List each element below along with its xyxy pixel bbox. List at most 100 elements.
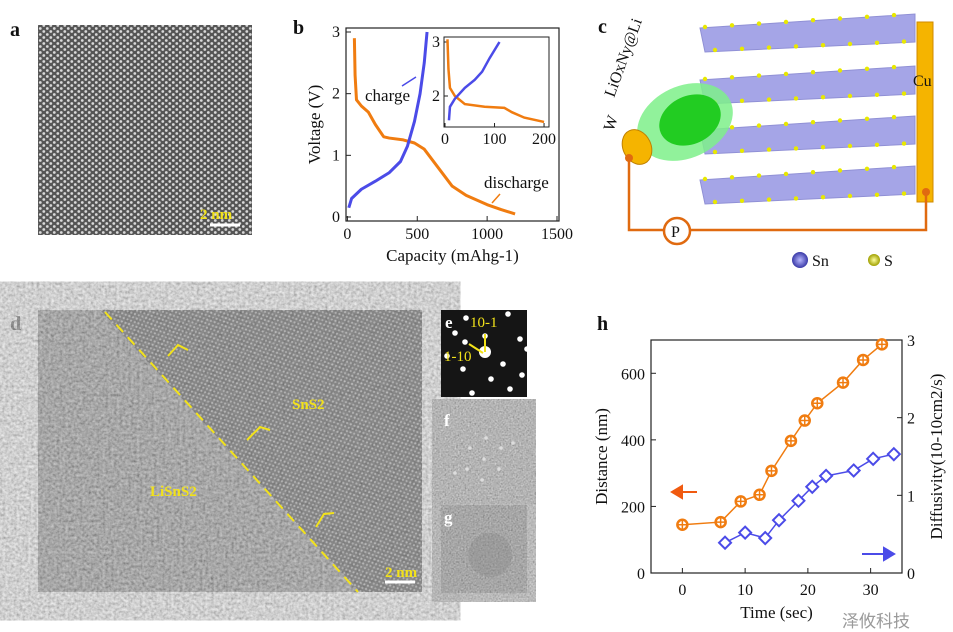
sns2-layer [699,165,916,205]
annotation-charge: charge [365,86,410,105]
sns2-layer [699,115,916,155]
scale-bar-label-a: 2 nm [200,207,233,223]
y2-tick-label-h: 1 [907,488,915,505]
s-atom [837,16,843,21]
s-atom [739,98,745,104]
panel-label-d: d [10,313,21,335]
x-tick-label-h: 0 [678,582,686,599]
diffusivity-point [804,479,820,495]
diffraction-e: e 10-1 1-10 [441,310,530,397]
inset-x-tick-label: 0 [441,131,449,148]
s-atom [739,198,745,203]
legend-s: S [884,253,893,270]
lioxny-label: LiOxNy@Li [602,16,646,100]
distance-line [682,343,883,526]
series-discharge [352,38,516,216]
panel-label-b: b [293,17,304,39]
diffusivity-point [717,535,733,551]
s-atom [766,197,772,202]
s-atom [729,23,735,28]
y-tick-label-b: 2 [332,86,340,103]
panel-label-h: h [597,313,608,335]
scale-bar-label-d: 2 nm [385,565,418,581]
diffusivity-point [757,530,773,546]
distance-point-cross [754,489,765,500]
diffusivity-point [865,451,881,467]
x-tick-label-h: 20 [800,582,816,599]
s-atom [820,145,826,150]
s-atom [793,146,799,151]
s-atom [783,171,789,177]
power-label: P [671,224,680,241]
y2-axis-label-h: Diffusivity(10-10cm2/s) [927,374,946,540]
panel-label-e: e [445,313,453,332]
y-tick-label-h: 600 [621,366,645,383]
s-atom [874,192,880,197]
s-atom [810,70,816,75]
diffusivity-point [846,463,862,478]
s-atom [702,76,708,82]
diffraction-spot [463,315,469,321]
inset-series [446,39,545,124]
diffraction-spot [469,390,475,396]
fft-spot [482,457,486,461]
distance-point-cross [785,435,796,446]
s-atom [837,118,843,123]
distance-point-cross [715,517,726,528]
right-axis-arrow [862,546,896,562]
chart-h: 0 10 20 30 0 200 400 600 0 1 2 3 Time (sec) Distance … [592,333,946,622]
s-atom [756,73,762,78]
region-sns2: SnS2 [292,397,325,413]
distance-point-cross [735,496,746,507]
charge-arrow [401,76,417,87]
diffusivity-point [818,468,834,484]
diffraction-spot [460,366,466,372]
s-atom [739,148,745,153]
x-tick-label-b: 500 [405,226,429,243]
hrtem-image-d: SnS2 LiSnS2 2 nm [38,310,422,593]
y-tick-label-b: 0 [332,209,340,226]
s-atom [847,41,853,47]
s-atom [810,170,816,175]
s-atom [891,114,897,120]
distance-point-cross [766,465,777,476]
s-atom [793,196,799,201]
diffraction-spot [519,372,525,378]
s-atom [810,18,816,23]
diffraction-spot [452,330,458,336]
distance-point-cross [799,415,810,426]
diffraction-spot [505,311,511,317]
spot-1-10: 1-10 [444,349,472,365]
panel-label-g: g [444,508,453,527]
y-tick-label-b: 1 [332,147,340,164]
s-atom [702,176,708,182]
annotation-discharge: discharge [484,173,549,192]
diffraction-spot [500,361,506,367]
cu-collector [916,21,934,203]
plot-frame-b [345,27,560,222]
s-atom [783,71,789,77]
s-atom [874,92,880,98]
s-atom [793,44,799,49]
sns2-layer [699,65,916,105]
y-tick-label-h: 200 [621,499,645,516]
y-axis-label-h: Distance (nm) [592,408,611,505]
s-atom [729,75,735,80]
circuit-wire-left [627,158,664,232]
diffraction-spot [517,336,523,342]
s-atom [901,39,907,44]
s-atom [847,93,853,99]
w-label: W [601,113,622,134]
sn-atom-icon [792,252,808,268]
legend-sn: Sn [812,253,829,270]
inset-frame-b [443,36,550,128]
fft-f: f [441,408,527,495]
x-tick-label-b: 1500 [541,226,573,243]
s-atom [783,19,789,25]
left-axis-arrow [670,484,697,500]
y-tick-label-h: 0 [637,566,645,583]
s-atom [864,66,870,72]
y-tick-label-h: 400 [621,433,645,450]
